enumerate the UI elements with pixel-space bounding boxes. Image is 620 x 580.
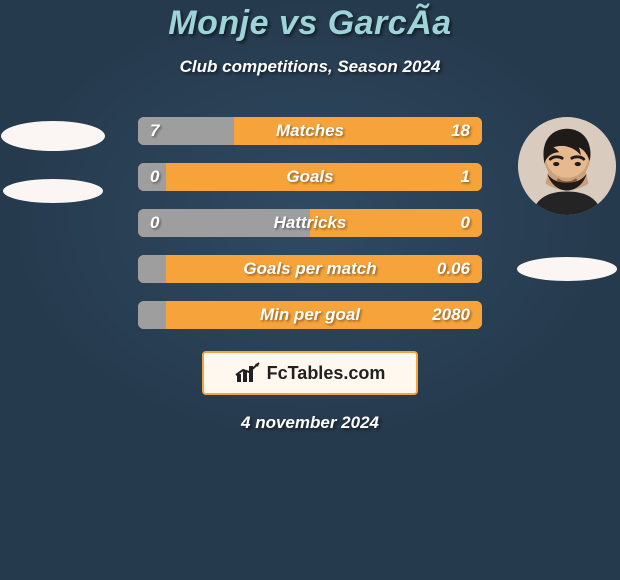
- stat-value-left: 7: [150, 121, 159, 141]
- stat-label: Matches: [276, 121, 344, 141]
- player-right-col: [512, 117, 620, 281]
- stat-value-right: 18: [451, 121, 470, 141]
- stat-bar-fill-left: [138, 255, 166, 283]
- brand-badge[interactable]: FcTables.com: [202, 351, 418, 395]
- stat-bar: Goals per match 0.06: [138, 255, 482, 283]
- footer-date: 4 november 2024: [0, 413, 620, 433]
- brand-text: FcTables.com: [267, 363, 386, 384]
- comparison-stage: 7 Matches 18 0 Goals 1 0 Hattricks 0 Goals per ma…: [0, 117, 620, 329]
- stat-label: Min per goal: [260, 305, 360, 325]
- content-root: Monje vs GarcÃ­a Club competitions, Seas…: [0, 0, 620, 433]
- player-right-avatar: [518, 117, 616, 215]
- page-title: Monje vs GarcÃ­a: [0, 4, 620, 43]
- stat-label: Goals per match: [243, 259, 376, 279]
- page-subtitle: Club competitions, Season 2024: [0, 57, 620, 77]
- stat-bar-fill-right: [234, 117, 482, 145]
- stat-bar: 0 Goals 1: [138, 163, 482, 191]
- stat-label: Hattricks: [274, 213, 347, 233]
- player-left-avatar: [1, 121, 105, 151]
- stat-value-right: 0.06: [437, 259, 470, 279]
- stat-bars: 7 Matches 18 0 Goals 1 0 Hattricks 0 Goals per ma…: [138, 117, 482, 329]
- player-left-badge: [3, 179, 103, 203]
- stat-bar-fill-left: [138, 301, 166, 329]
- avatar-face-icon: [518, 117, 616, 215]
- stat-bar: 0 Hattricks 0: [138, 209, 482, 237]
- stat-value-left: 0: [150, 213, 159, 233]
- stat-bar: 7 Matches 18: [138, 117, 482, 145]
- stat-value-right: 2080: [432, 305, 470, 325]
- stat-value-right: 0: [461, 213, 470, 233]
- player-right-badge: [517, 257, 617, 281]
- bar-chart-icon: [235, 362, 261, 384]
- player-left-col: [0, 117, 108, 203]
- stat-value-right: 1: [461, 167, 470, 187]
- stat-value-left: 0: [150, 167, 159, 187]
- stat-label: Goals: [286, 167, 333, 187]
- stat-bar: Min per goal 2080: [138, 301, 482, 329]
